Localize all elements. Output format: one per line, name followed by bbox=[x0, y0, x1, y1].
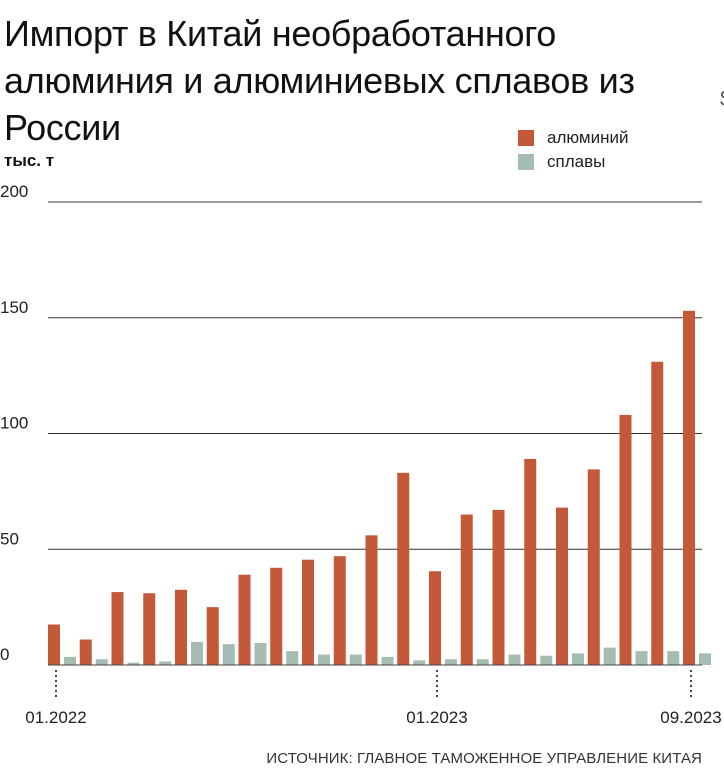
legend-swatch-alloys bbox=[518, 154, 534, 170]
bar-alloys-09.2023 bbox=[699, 653, 711, 665]
y-tick-label-200: 200 bbox=[0, 182, 28, 201]
y-tick-label-100: 100 bbox=[0, 414, 28, 433]
bar-aluminum-06.2023 bbox=[587, 469, 600, 665]
bar-alloys-03.2023 bbox=[508, 654, 521, 665]
bar-alloys-07.2023 bbox=[635, 651, 648, 665]
bar-aluminum-03.2023 bbox=[492, 509, 505, 665]
bar-aluminum-06.2022 bbox=[206, 607, 219, 665]
bar-aluminum-05.2023 bbox=[556, 507, 568, 665]
x-tick-label-01.2023: 01.2023 bbox=[406, 708, 467, 727]
bar-aluminum-03.2022 bbox=[111, 592, 124, 665]
bar-aluminum-07.2022 bbox=[238, 574, 251, 665]
bar-alloys-06.2022 bbox=[222, 644, 235, 665]
legend: алюминий сплавы bbox=[518, 126, 629, 174]
chart-title: Импорт в Китай необработанного алюминия … bbox=[4, 13, 635, 148]
bar-aluminum-12.2022 bbox=[397, 472, 410, 665]
legend-item-alloys: сплавы bbox=[518, 150, 629, 174]
bar-aluminum-02.2023 bbox=[460, 514, 473, 665]
bar-alloys-01.2023 bbox=[445, 659, 457, 665]
bar-alloys-05.2023 bbox=[572, 653, 584, 665]
bar-alloys-06.2023 bbox=[603, 647, 616, 665]
bar-alloys-01.2022 bbox=[64, 656, 76, 665]
bar-alloys-03.2022 bbox=[127, 662, 140, 665]
bar-aluminum-01.2023 bbox=[429, 571, 441, 665]
bar-aluminum-05.2022 bbox=[175, 589, 187, 665]
bar-aluminum-04.2023 bbox=[524, 458, 537, 665]
cropped-edge-mark: $ bbox=[720, 86, 724, 112]
bar-alloys-10.2022 bbox=[349, 654, 362, 665]
bar-aluminum-08.2023 bbox=[651, 361, 664, 665]
bar-aluminum-07.2023 bbox=[619, 414, 632, 665]
legend-label-aluminum: алюминий bbox=[547, 128, 629, 147]
bar-alloys-02.2022 bbox=[95, 659, 108, 665]
bar-aluminum-10.2022 bbox=[333, 556, 346, 665]
bar-aluminum-04.2022 bbox=[143, 593, 156, 665]
y-tick-label-0: 0 bbox=[0, 645, 9, 664]
bar-alloys-12.2022 bbox=[413, 660, 426, 665]
bar-aluminum-11.2022 bbox=[365, 535, 378, 665]
legend-swatch-aluminum bbox=[518, 130, 534, 146]
legend-item-aluminum: алюминий bbox=[518, 126, 629, 150]
y-tick-label-150: 150 bbox=[0, 298, 28, 317]
bar-alloys-09.2022 bbox=[318, 654, 330, 665]
bar-aluminum-09.2022 bbox=[302, 559, 314, 665]
legend-label-alloys: сплавы bbox=[547, 152, 606, 171]
bar-alloys-04.2023 bbox=[540, 655, 553, 665]
source-note: ИСТОЧНИК: ГЛАВНОЕ ТАМОЖЕННОЕ УПРАВЛЕНИЕ … bbox=[266, 750, 702, 767]
bar-alloys-02.2023 bbox=[476, 659, 489, 665]
bar-alloys-08.2022 bbox=[286, 651, 299, 665]
bar-aluminum-02.2022 bbox=[79, 639, 92, 665]
y-axis-unit-label: тыс. т bbox=[4, 151, 55, 170]
bar-aluminum-09.2023 bbox=[683, 310, 695, 665]
bar-alloys-07.2022 bbox=[254, 643, 267, 665]
x-tick-label-01.2022: 01.2022 bbox=[25, 708, 86, 727]
bar-alloys-04.2022 bbox=[159, 661, 172, 665]
y-tick-label-50: 50 bbox=[0, 529, 19, 548]
bar-alloys-05.2022 bbox=[191, 641, 203, 665]
bar-alloys-11.2022 bbox=[381, 656, 394, 665]
bar-aluminum-01.2022 bbox=[48, 624, 60, 665]
bar-aluminum-08.2022 bbox=[270, 567, 283, 665]
bar-alloys-08.2023 bbox=[667, 651, 680, 665]
x-tick-label-09.2023: 09.2023 bbox=[660, 708, 721, 727]
